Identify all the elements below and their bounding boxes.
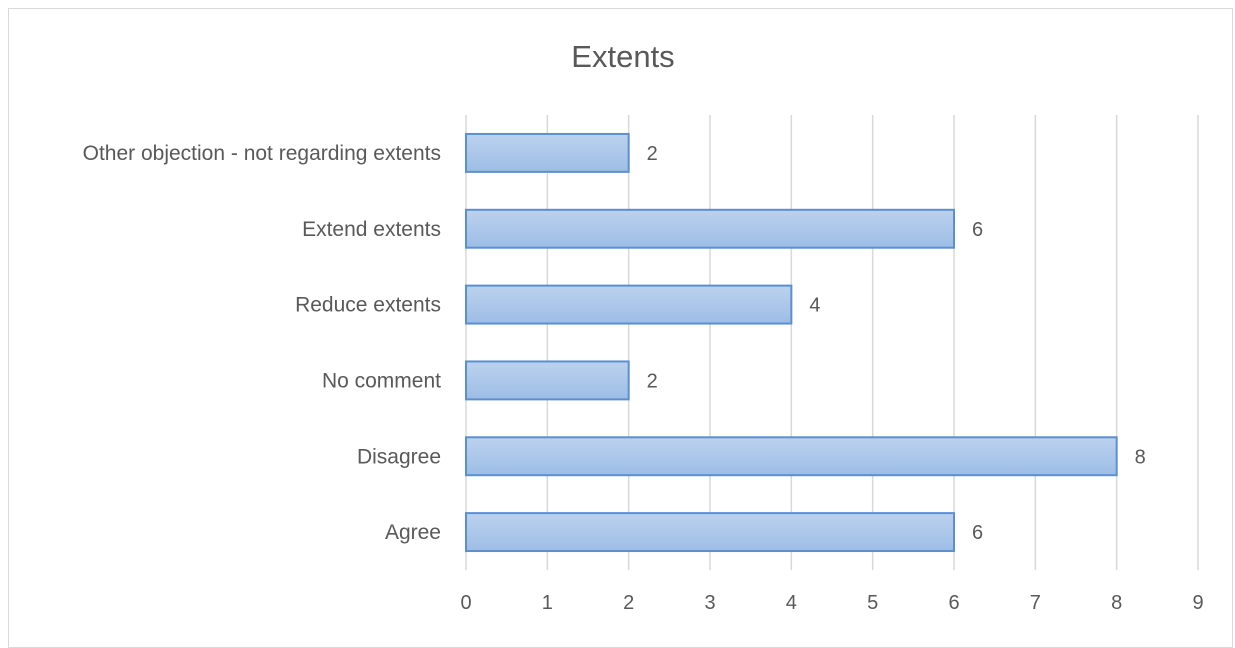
x-tick-label: 2 xyxy=(623,592,634,614)
chart-title: Extents xyxy=(571,39,674,74)
bar xyxy=(465,284,793,325)
x-tick-label: 1 xyxy=(542,592,553,614)
category-label: Extend extents xyxy=(302,218,441,241)
category-label: Reduce extents xyxy=(295,294,441,317)
category-label: Other objection - not regarding extents xyxy=(83,142,441,165)
x-tick-label: 7 xyxy=(1030,592,1041,614)
bar xyxy=(465,360,630,401)
data-label: 8 xyxy=(1135,446,1146,468)
gridlines xyxy=(465,115,1199,570)
x-tick-label: 0 xyxy=(460,592,471,614)
bar xyxy=(465,208,955,249)
labels: 0 1 2 3 4 5 6 7 8 9 Agree 6 Disagree 8 No comment 2 Redu… xyxy=(83,142,1204,614)
data-label: 6 xyxy=(972,219,983,241)
x-tick-label: 4 xyxy=(786,592,797,614)
bar xyxy=(465,436,1118,477)
x-tick-label: 6 xyxy=(948,592,959,614)
x-tick-label: 9 xyxy=(1192,592,1203,614)
data-label: 2 xyxy=(647,370,658,392)
data-label: 2 xyxy=(647,143,658,165)
x-tick-label: 5 xyxy=(867,592,878,614)
bar xyxy=(465,132,630,173)
bar-chart: Extents 0 1 2 3 4 5 6 7 8 9 Agree 6 Disagree 8 No comm… xyxy=(83,39,1204,614)
category-label: No comment xyxy=(322,369,441,392)
category-label: Disagree xyxy=(357,445,441,468)
category-label: Agree xyxy=(385,521,441,544)
data-label: 4 xyxy=(809,295,820,317)
bars xyxy=(465,132,1118,553)
bar xyxy=(465,512,955,553)
x-tick-label: 3 xyxy=(704,592,715,614)
x-tick-label: 8 xyxy=(1111,592,1122,614)
data-label: 6 xyxy=(972,522,983,544)
